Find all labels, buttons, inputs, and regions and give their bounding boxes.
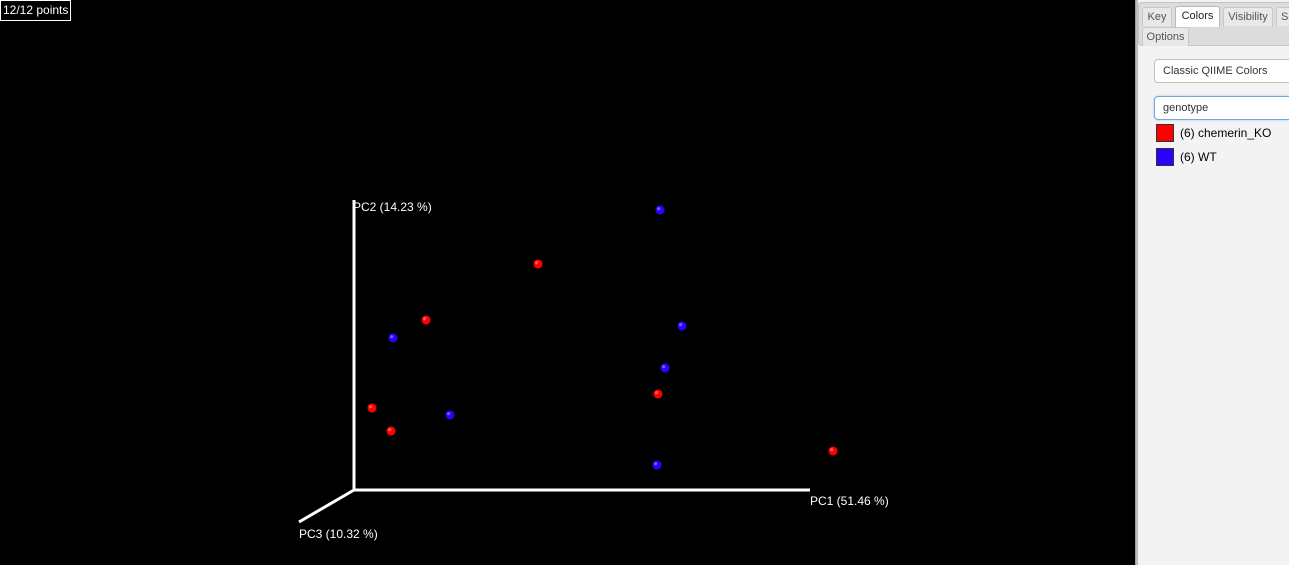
pc2-axis-label: PC2 (14.23 %) bbox=[353, 200, 432, 214]
tab-colors[interactable]: Colors bbox=[1175, 6, 1220, 27]
data-point-highlight bbox=[657, 207, 661, 211]
data-point-chemerin-ko-5[interactable] bbox=[828, 446, 838, 456]
data-point-chemerin-ko-2[interactable] bbox=[367, 403, 377, 413]
data-points bbox=[367, 205, 838, 470]
color-swatch[interactable] bbox=[1156, 148, 1174, 166]
point-count-label: 12/12 points bbox=[0, 0, 72, 21]
legend-item-wt: (6) WT bbox=[1156, 147, 1217, 167]
data-point-wt-4[interactable] bbox=[445, 410, 455, 420]
tab-key[interactable]: Key bbox=[1142, 7, 1172, 26]
data-point-wt-0[interactable] bbox=[655, 205, 665, 215]
data-point-wt-2[interactable] bbox=[660, 363, 670, 373]
pcoa-plot[interactable]: PC2 (14.23 %) PC1 (51.46 %) PC3 (10.32 %… bbox=[0, 0, 1135, 565]
data-point-chemerin-ko-3[interactable] bbox=[386, 426, 396, 436]
data-point-highlight bbox=[390, 335, 394, 339]
data-point-highlight bbox=[369, 405, 373, 409]
tab-scale[interactable]: Sc bbox=[1276, 7, 1289, 26]
pc3-axis-label: PC3 (10.32 %) bbox=[299, 527, 378, 541]
data-point-highlight bbox=[388, 428, 392, 432]
data-point-highlight bbox=[535, 261, 539, 265]
tab-bar: Key Colors Visibility Sc Options bbox=[1138, 2, 1289, 46]
data-point-highlight bbox=[447, 412, 451, 416]
data-point-chemerin-ko-0[interactable] bbox=[533, 259, 543, 269]
data-point-highlight bbox=[830, 448, 834, 452]
data-point-highlight bbox=[654, 462, 658, 466]
pc3-axis-line bbox=[298, 488, 355, 524]
data-point-wt-5[interactable] bbox=[652, 460, 662, 470]
tab-visibility[interactable]: Visibility bbox=[1223, 7, 1273, 26]
data-point-highlight bbox=[662, 365, 666, 369]
legend-label: (6) chemerin_KO bbox=[1180, 126, 1272, 140]
data-point-highlight bbox=[423, 317, 427, 321]
color-category-select[interactable]: genotype bbox=[1154, 96, 1289, 120]
colormap-select[interactable]: Classic QIIME Colors bbox=[1154, 59, 1289, 83]
color-swatch[interactable] bbox=[1156, 124, 1174, 142]
data-point-chemerin-ko-1[interactable] bbox=[421, 315, 431, 325]
legend-item-chemerin-ko: (6) chemerin_KO bbox=[1156, 123, 1271, 143]
side-panel: Key Colors Visibility Sc Options Classic… bbox=[1138, 0, 1289, 565]
data-point-chemerin-ko-4[interactable] bbox=[653, 389, 663, 399]
legend-label: (6) WT bbox=[1180, 150, 1217, 164]
data-point-wt-3[interactable] bbox=[388, 333, 398, 343]
data-point-highlight bbox=[679, 323, 683, 327]
axes: PC2 (14.23 %) PC1 (51.46 %) PC3 (10.32 %… bbox=[298, 200, 889, 541]
plot-viewport[interactable]: PC2 (14.23 %) PC1 (51.46 %) PC3 (10.32 %… bbox=[0, 0, 1135, 565]
panel-splitter[interactable] bbox=[1135, 0, 1138, 565]
pc1-axis-label: PC1 (51.46 %) bbox=[810, 494, 889, 508]
tab-options[interactable]: Options bbox=[1142, 27, 1189, 46]
data-point-highlight bbox=[655, 391, 659, 395]
data-point-wt-1[interactable] bbox=[677, 321, 687, 331]
